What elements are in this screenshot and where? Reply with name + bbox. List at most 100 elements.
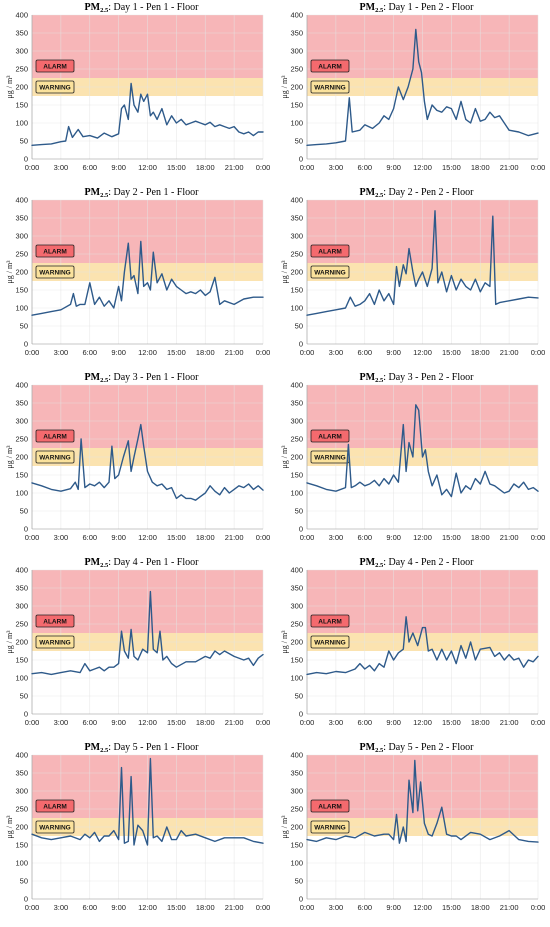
x-tick-label: 0:00 xyxy=(531,533,546,542)
alarm-badge: ALARM xyxy=(35,244,75,258)
y-tick-label: 0 xyxy=(24,710,28,719)
y-tick-label: 400 xyxy=(290,196,303,205)
x-tick-label: 12:00 xyxy=(138,718,157,727)
x-tick-label: 18:00 xyxy=(196,163,215,172)
x-tick-label: 6:00 xyxy=(82,903,97,912)
title-rest: : Day 2 - Pen 1 - Floor xyxy=(108,187,199,198)
y-tick-label: 300 xyxy=(15,232,28,241)
y-tick-label: 300 xyxy=(15,417,28,426)
x-tick-label: 9:00 xyxy=(386,718,401,727)
x-tick-label: 6:00 xyxy=(357,348,372,357)
y-tick-label: 50 xyxy=(20,322,28,331)
x-tick-label: 0:00 xyxy=(25,903,40,912)
x-tick-label: 3:00 xyxy=(329,348,344,357)
title-rest: : Day 3 - Pen 1 - Floor xyxy=(108,372,199,383)
y-tick-label: 400 xyxy=(290,11,303,20)
y-tick-label: 0 xyxy=(24,340,28,349)
y-tick-label: 300 xyxy=(290,787,303,796)
x-tick-label: 0:00 xyxy=(300,533,315,542)
y-tick-label: 300 xyxy=(290,602,303,611)
alarm-badge-label: ALARM xyxy=(318,803,341,810)
y-tick-label: 200 xyxy=(15,638,28,647)
title-rest: : Day 1 - Pen 2 - Floor xyxy=(383,2,474,13)
title-rest: : Day 5 - Pen 1 - Floor xyxy=(108,742,199,753)
x-tick-label: 6:00 xyxy=(82,348,97,357)
x-tick-label: 12:00 xyxy=(413,903,432,912)
y-tick-label: 400 xyxy=(15,196,28,205)
x-tick-label: 21:00 xyxy=(225,533,244,542)
title-pm: PM xyxy=(85,557,101,568)
x-tick-label: 18:00 xyxy=(471,718,490,727)
x-tick-label: 0:00 xyxy=(300,163,315,172)
title-pm: PM xyxy=(85,372,101,383)
warning-badge-box xyxy=(310,820,350,834)
x-tick-label: 3:00 xyxy=(329,718,344,727)
y-tick-label: 200 xyxy=(15,268,28,277)
y-tick-label: 50 xyxy=(295,322,303,331)
warning-badge-box xyxy=(310,265,350,279)
title-subscript: 2.5 xyxy=(100,377,109,384)
x-tick-label: 0:00 xyxy=(25,348,40,357)
y-tick-label: 350 xyxy=(290,399,303,408)
x-tick-label: 0:00 xyxy=(25,718,40,727)
warning-badge-box xyxy=(35,635,75,649)
warning-badge: WARNING xyxy=(35,450,75,464)
warning-badge: WARNING xyxy=(310,635,350,649)
y-tick-label: 250 xyxy=(290,805,303,814)
y-tick-label: 50 xyxy=(20,692,28,701)
y-tick-label: 300 xyxy=(290,417,303,426)
y-tick-label: 0 xyxy=(24,895,28,904)
title-rest: : Day 1 - Pen 1 - Floor xyxy=(108,2,199,13)
pm25-series-line xyxy=(306,616,539,676)
y-tick-label: 200 xyxy=(290,268,303,277)
title-subscript: 2.5 xyxy=(375,377,384,384)
y-tick-label: 300 xyxy=(15,47,28,56)
x-tick-label: 21:00 xyxy=(500,533,519,542)
x-tick-label: 3:00 xyxy=(54,348,69,357)
chart-panel-7: 0 50 100 150 200 250 300 350 400 0:00 3:00 6:00 9:00… xyxy=(0,555,275,740)
x-tick-label: 12:00 xyxy=(413,348,432,357)
y-tick-label: 50 xyxy=(20,507,28,516)
y-tick-label: 350 xyxy=(290,214,303,223)
warning-badge: WARNING xyxy=(35,265,75,279)
warning-badge-box xyxy=(35,450,75,464)
x-tick-label: 12:00 xyxy=(413,163,432,172)
alarm-badge-label: ALARM xyxy=(43,618,66,625)
y-tick-label: 100 xyxy=(290,674,303,683)
x-tick-label: 0:00 xyxy=(256,903,271,912)
x-tick-label: 15:00 xyxy=(442,533,461,542)
x-tick-label: 15:00 xyxy=(442,903,461,912)
chart-title: PM2.5: Day 5 - Pen 1 - Floor xyxy=(85,742,200,754)
x-tick-label: 6:00 xyxy=(82,718,97,727)
y-tick-label: 400 xyxy=(15,11,28,20)
x-tick-label: 9:00 xyxy=(111,903,126,912)
y-tick-label: 200 xyxy=(290,823,303,832)
warning-badge: WARNING xyxy=(310,80,350,94)
y-tick-label: 100 xyxy=(290,489,303,498)
chart-panel-5: 0 50 100 150 200 250 300 350 400 0:00 3:00 6:00 9:00… xyxy=(0,370,275,555)
pm25-series-line xyxy=(31,240,264,316)
x-tick-label: 9:00 xyxy=(111,163,126,172)
warning-badge-label: WARNING xyxy=(39,454,70,461)
chart-svg: 0 50 100 150 200 250 300 350 400 0:00 3:00 6:00 9:00… xyxy=(5,742,271,912)
warning-badge-box xyxy=(310,80,350,94)
y-tick-label: 150 xyxy=(290,841,303,850)
chart-svg: 0 50 100 150 200 250 300 350 400 0:00 3:00 6:00 9:00… xyxy=(280,557,545,727)
pm25-series-line xyxy=(306,28,539,147)
x-tick-label: 6:00 xyxy=(357,533,372,542)
y-axis-label: μg / m³ xyxy=(280,815,289,839)
y-tick-label: 100 xyxy=(15,304,28,313)
pm25-series-line xyxy=(31,82,264,147)
alarm-badge-box xyxy=(310,614,350,628)
warning-badge: WARNING xyxy=(35,635,75,649)
y-tick-label: 150 xyxy=(290,286,303,295)
title-pm: PM xyxy=(360,557,376,568)
x-tick-label: 9:00 xyxy=(386,903,401,912)
chart-title: PM2.5: Day 1 - Pen 1 - Floor xyxy=(85,2,200,14)
x-tick-label: 9:00 xyxy=(386,163,401,172)
y-tick-label: 150 xyxy=(15,656,28,665)
y-axis-label: μg / m³ xyxy=(5,260,14,284)
y-tick-label: 150 xyxy=(290,101,303,110)
y-tick-label: 150 xyxy=(290,471,303,480)
x-tick-label: 6:00 xyxy=(357,718,372,727)
